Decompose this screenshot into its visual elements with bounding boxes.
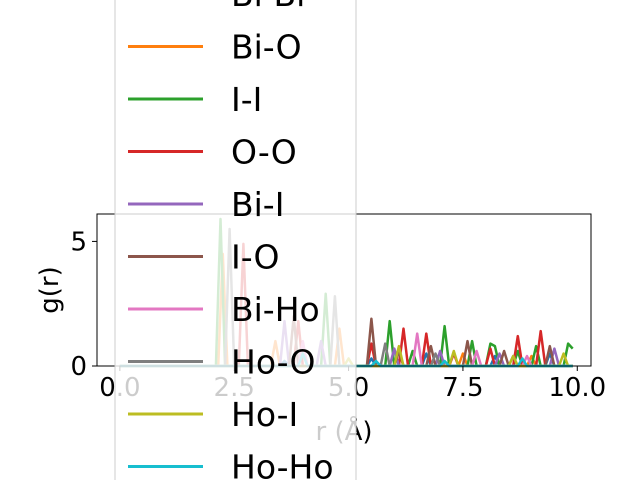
legend-label: Bi-I [231, 185, 284, 224]
legend: Bi-Bi Bi-O I-I O-O Bi-I I-O Bi-Ho Ho-O Ho-I Ho-Ho [114, 0, 357, 480]
legend-label: O-O [231, 133, 297, 172]
legend-label: I-O [231, 238, 280, 277]
legend-label: I-I [231, 80, 262, 119]
x-tick-label: 7.5 [442, 373, 483, 403]
y-tick-label: 5 [70, 227, 87, 257]
legend-label: Ho-O [231, 343, 315, 382]
legend-label: Ho-Ho [231, 448, 334, 480]
legend-label: Bi-O [231, 28, 302, 67]
x-tick-label: 10.0 [548, 373, 606, 403]
legend-label: Bi-Bi [231, 0, 305, 14]
legend-label: Ho-I [231, 395, 298, 434]
y-axis-label: g(r) [35, 266, 65, 313]
y-tick-label: 0 [70, 352, 87, 382]
legend-label: Bi-Ho [231, 290, 320, 329]
